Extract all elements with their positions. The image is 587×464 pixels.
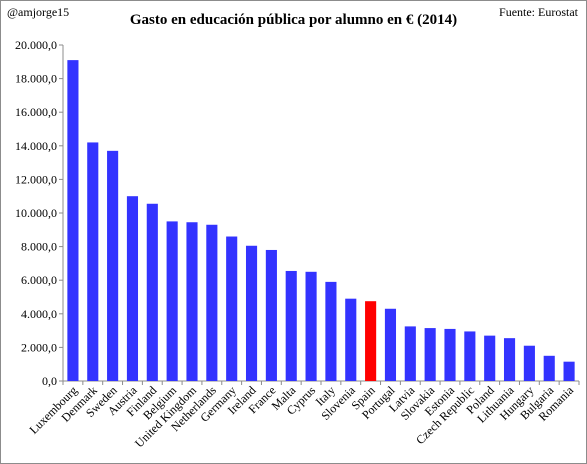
bar-italy [325, 281, 337, 381]
chart-title: Gasto en educación pública por alumno en… [129, 12, 458, 28]
y-tick-label: 8.000,0 [21, 240, 57, 254]
bar-hungary [523, 345, 535, 381]
y-tick-label: 0,0 [42, 374, 57, 388]
bar-france [265, 249, 277, 381]
bar-cyprus [305, 271, 317, 381]
y-tick-label: 2.000,0 [21, 340, 57, 354]
y-tick-label: 12.000,0 [15, 172, 57, 186]
bar-spain [365, 301, 377, 381]
y-tick-label: 18.000,0 [15, 72, 57, 86]
bar-malta [285, 270, 297, 381]
y-tick-label: 6.000,0 [21, 273, 57, 287]
bar-romania [563, 361, 575, 381]
bar-slovenia [345, 298, 357, 381]
bar-belgium [166, 221, 178, 381]
bar-slovakia [424, 328, 436, 381]
bar-estonia [444, 328, 456, 381]
bar-poland [484, 335, 496, 381]
y-tick-label: 14.000,0 [15, 139, 57, 153]
y-tick-label: 16.000,0 [15, 105, 57, 119]
bar-germany [226, 236, 238, 381]
bar-ireland [245, 245, 258, 381]
author-handle: @amjorge15 [7, 5, 70, 19]
y-tick-label: 20.000,0 [15, 38, 57, 52]
bar-netherlands [206, 224, 218, 381]
bar-austria [126, 196, 139, 381]
y-tick-label: 10.000,0 [15, 206, 57, 220]
bar-latvia [404, 326, 416, 381]
source-note: Fuente: Eurostat [499, 5, 578, 19]
bar-united-kingdom [186, 222, 198, 381]
bar-czech-republic [464, 331, 476, 381]
bar-luxembourg [67, 60, 79, 382]
bar-sweden [107, 150, 119, 381]
bar-bulgaria [543, 355, 555, 381]
bar-denmark [87, 142, 99, 381]
bar-lithuania [503, 338, 516, 381]
bar-portugal [384, 308, 397, 381]
y-tick-label: 4.000,0 [21, 307, 57, 321]
bar-finland [146, 203, 158, 381]
